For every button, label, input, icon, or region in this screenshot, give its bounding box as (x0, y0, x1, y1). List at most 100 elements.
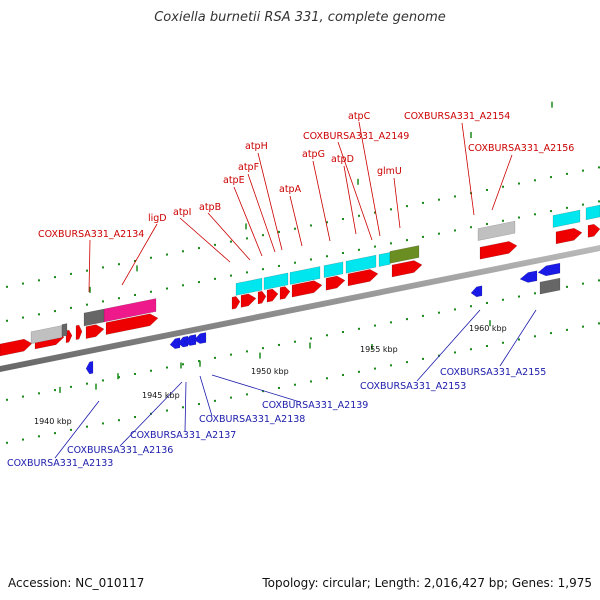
callout-lines (54, 121, 537, 459)
tick-dot (374, 245, 376, 248)
tick-dot (102, 266, 104, 269)
gene-label-atpg[interactable]: atpG (302, 149, 325, 160)
tick-dot (262, 268, 264, 271)
tick-dot (358, 214, 360, 217)
gene-label-coxbursa331-a2156[interactable]: COXBURSA331_A2156 (468, 143, 574, 154)
tick-dot (310, 224, 312, 227)
gene-label-glmu[interactable]: glmU (377, 166, 402, 177)
tick-dot (182, 363, 184, 366)
gene-label-coxbursa331-a2153[interactable]: COXBURSA331_A2153 (360, 381, 466, 392)
callout-line-forward (358, 121, 381, 237)
tick-dot (502, 219, 504, 222)
forward-gene-arrow (240, 293, 257, 308)
reverse-gene-arrow (470, 285, 483, 298)
forward-gene-arrow (105, 313, 159, 335)
gene-label-atpb[interactable]: atpB (199, 202, 221, 213)
tick-dot (374, 367, 376, 370)
tick-dot (6, 319, 8, 322)
gene-label-atpi[interactable]: atpI (173, 207, 191, 218)
tick-dot (598, 322, 600, 325)
page-title: Coxiella burnetii RSA 331, complete geno… (154, 10, 446, 25)
tick-dot (422, 314, 424, 317)
tick-dot (86, 269, 88, 272)
tick-dot (166, 287, 168, 290)
atp-feature (235, 277, 263, 296)
tick-dot (278, 343, 280, 346)
tick-dot (390, 242, 392, 245)
tick-dot (38, 279, 40, 282)
tick-dot (54, 432, 56, 435)
atp-feature (263, 272, 289, 291)
gray-feature (61, 323, 68, 337)
forward-gene-arrow (479, 241, 518, 260)
tick-dot (438, 311, 440, 314)
forward-gene-arrow (391, 260, 423, 278)
tick-dot (550, 210, 552, 213)
tick-dot (262, 347, 264, 350)
tick-dot (86, 425, 88, 428)
gene-label-coxbursa331-a2155[interactable]: COXBURSA331_A2155 (440, 367, 546, 378)
glmu-feature (389, 245, 420, 264)
tick-dot (182, 250, 184, 253)
tick-dot (342, 218, 344, 221)
callout-line-reverse (54, 400, 100, 459)
scale-tick-label: 1955 kbp (360, 345, 398, 354)
gene-label-coxbursa331-a2154[interactable]: COXBURSA331_A2154 (404, 111, 510, 122)
tick-dot (566, 285, 568, 288)
callout-line-forward (121, 223, 158, 286)
gene-label-coxbursa331-a2149[interactable]: COXBURSA331_A2149 (303, 131, 409, 142)
tick-dot (118, 297, 120, 300)
tick-dot (38, 392, 40, 395)
tick-dot (278, 230, 280, 233)
tick-dot (166, 366, 168, 369)
tick-dot (390, 208, 392, 211)
gene-label-coxbursa331-a2136[interactable]: COXBURSA331_A2136 (67, 445, 173, 456)
gene-label-atpe[interactable]: atpE (223, 175, 245, 186)
tick-dot (358, 327, 360, 330)
tick-dot (598, 279, 600, 282)
tick-dot (502, 185, 504, 188)
gene-label-ligd[interactable]: ligD (148, 213, 167, 224)
tick-dot (342, 374, 344, 377)
gene-label-coxbursa331-a2139[interactable]: COXBURSA331_A2139 (262, 400, 368, 411)
tick-dot (326, 221, 328, 224)
tick-dot (278, 264, 280, 267)
genome-backbone (0, 245, 600, 372)
gene-label-atpd[interactable]: atpD (331, 154, 354, 165)
gray-feature (30, 325, 63, 345)
forward-gene-labels: COXBURSA331_A2134 ligD atpI atpB atpE at… (38, 111, 574, 240)
tick-dot (294, 340, 296, 343)
tick-dot (182, 284, 184, 287)
tick-dot (454, 229, 456, 232)
reverse-gene-arrow (537, 262, 561, 277)
tick-dot (358, 248, 360, 251)
tick-dot (70, 306, 72, 309)
tick-dot (198, 247, 200, 250)
gene-label-atpf[interactable]: atpF (238, 162, 259, 173)
gene-label-atph[interactable]: atpH (245, 141, 268, 152)
gene-label-coxbursa331-a2137[interactable]: COXBURSA331_A2137 (130, 430, 236, 441)
genome-summary: Topology: circular; Length: 2,016,427 bp… (262, 576, 592, 590)
forward-gene-arrow (65, 329, 73, 343)
gene-label-coxbursa331-a2138[interactable]: COXBURSA331_A2138 (199, 414, 305, 425)
reverse-gene-arrow (193, 332, 207, 344)
tick-dot (278, 386, 280, 389)
tick-dot (374, 211, 376, 214)
tick-dot (598, 200, 600, 203)
callout-line-forward (289, 195, 303, 247)
gene-label-coxbursa331-a2134[interactable]: COXBURSA331_A2134 (38, 229, 144, 240)
gene-label-coxbursa331-a2133[interactable]: COXBURSA331_A2133 (7, 458, 113, 469)
tick-dot (406, 239, 408, 242)
tick-dot (6, 441, 8, 444)
tick-dot (294, 383, 296, 386)
gene-label-atpc[interactable]: atpC (348, 111, 371, 122)
gene-label-atpa[interactable]: atpA (279, 184, 302, 195)
tick-dot (582, 325, 584, 328)
tick-dot (454, 195, 456, 198)
tick-dot (470, 226, 472, 229)
reverse-gene-arrow (519, 270, 538, 283)
tick-dot (262, 390, 264, 393)
atp-feature (345, 254, 377, 274)
tick-dot (6, 398, 8, 401)
